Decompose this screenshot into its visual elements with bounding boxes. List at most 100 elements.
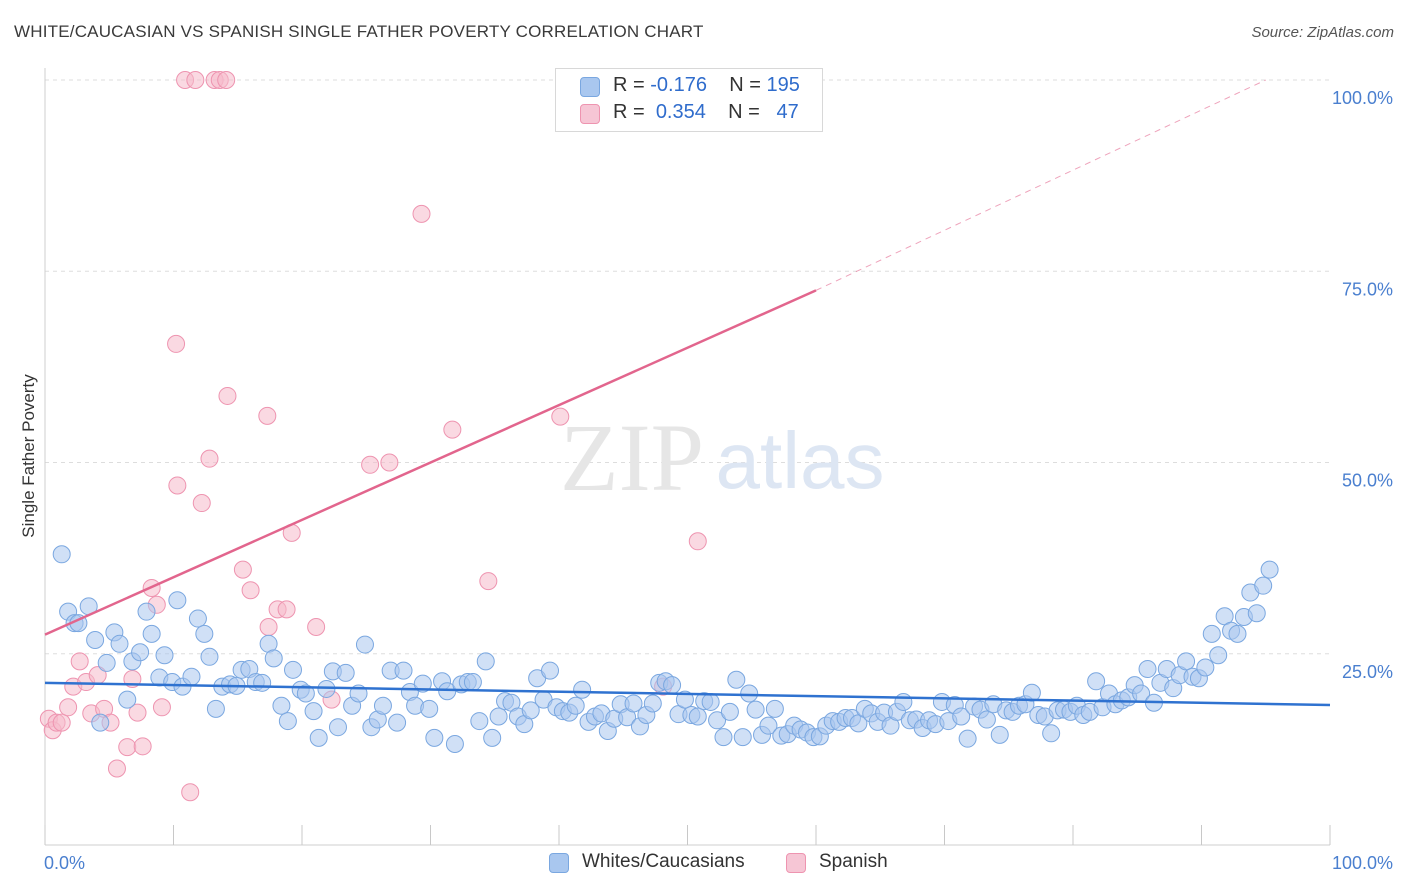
white-point	[541, 661, 560, 680]
white-point	[272, 696, 291, 715]
n-value-whites: 195	[766, 74, 800, 96]
spanish-point	[133, 737, 152, 756]
white-point	[483, 728, 502, 747]
white-point	[413, 674, 432, 693]
white-point	[1087, 672, 1106, 691]
r-label: R =	[613, 74, 645, 96]
white-point	[284, 660, 303, 679]
white-point	[52, 545, 71, 564]
spanish-point	[107, 759, 126, 778]
spanish-point	[70, 652, 89, 671]
white-point	[304, 702, 323, 721]
n-value-spanish: 47	[776, 101, 799, 123]
spanish-points	[39, 71, 707, 802]
white-point	[328, 718, 347, 737]
spanish-point	[277, 600, 296, 619]
white-point	[746, 700, 765, 719]
white-point	[701, 692, 720, 711]
spanish-point	[128, 703, 147, 722]
r-value-whites: -0.176	[650, 74, 707, 96]
white-point	[759, 716, 778, 735]
white-point	[355, 635, 374, 654]
white-point	[720, 702, 739, 721]
spanish-point	[168, 476, 187, 495]
spanish-point	[152, 698, 171, 717]
white-point	[388, 713, 407, 732]
spanish-trend-extension	[815, 79, 1266, 291]
white-point	[463, 673, 482, 692]
white-point	[952, 707, 971, 726]
spanish-point	[118, 738, 137, 757]
trend-lines	[44, 79, 1331, 707]
watermark: ZIP atlas	[560, 404, 884, 511]
white-point	[566, 696, 585, 715]
white-point	[1247, 604, 1266, 623]
white-point	[142, 624, 161, 643]
legend-label-whites: Whites/Caucasians	[582, 851, 745, 872]
y-tick-label: 50.0%	[1342, 471, 1393, 491]
spanish-point	[186, 71, 205, 89]
y-tick-label: 25.0%	[1342, 662, 1393, 682]
x-tick-label: 0.0%	[44, 853, 85, 873]
white-point	[394, 661, 413, 680]
white-point	[476, 652, 495, 671]
white-points	[52, 545, 1279, 754]
white-point	[663, 676, 682, 695]
spanish-point	[167, 334, 186, 353]
white-point	[708, 711, 727, 730]
n-label: N =	[728, 101, 760, 123]
spanish-point	[217, 71, 236, 89]
white-point	[1042, 724, 1061, 743]
spanish-point	[380, 453, 399, 472]
white-point	[420, 699, 439, 718]
spanish-point	[192, 494, 211, 513]
spanish-point	[233, 560, 252, 579]
white-point	[296, 684, 315, 703]
source-credit: Source: ZipAtlas.com	[1251, 24, 1394, 41]
white-point	[278, 712, 297, 731]
white-point	[688, 707, 707, 726]
spanish-point	[200, 449, 219, 468]
white-point	[990, 725, 1009, 744]
white-point	[894, 692, 913, 711]
white-point	[425, 728, 444, 747]
white-point	[155, 646, 174, 665]
white-point	[131, 643, 150, 662]
white-point	[1260, 560, 1279, 579]
y-axis-label: Single Father Poverty	[19, 374, 38, 538]
white-point	[188, 609, 207, 628]
spanish-point	[443, 420, 462, 439]
white-point	[253, 673, 272, 692]
white-point	[958, 729, 977, 748]
white-point	[118, 690, 137, 709]
chart-title: WHITE/CAUCASIAN VS SPANISH SINGLE FATHER…	[14, 22, 704, 41]
legend-label-spanish: Spanish	[819, 851, 888, 872]
white-point	[110, 634, 129, 653]
spanish-point	[258, 406, 277, 425]
white-point	[86, 630, 105, 649]
spanish-point	[218, 386, 237, 405]
white-point	[182, 667, 201, 686]
whites-legend-swatch	[549, 853, 569, 873]
spanish-point	[52, 713, 71, 732]
stats-legend: R = -0.176 N = 195 R = 0.354 N = 47	[555, 68, 823, 132]
spanish-trend-line	[44, 289, 817, 636]
tick-labels: 25.0% 50.0% 75.0% 100.0% 0.0% 100.0%	[44, 88, 1393, 873]
r-label: R =	[613, 101, 645, 123]
spanish-point	[688, 532, 707, 551]
spanish-point	[551, 407, 570, 426]
watermark-atlas: atlas	[716, 416, 885, 505]
white-point	[195, 624, 214, 643]
white-point	[470, 712, 489, 731]
spanish-point	[59, 698, 78, 717]
y-tick-label: 75.0%	[1342, 279, 1393, 299]
white-point	[1228, 624, 1247, 643]
white-point	[206, 699, 225, 718]
spanish-point	[181, 783, 200, 802]
spanish-point	[412, 204, 431, 223]
spanish-point	[259, 617, 278, 636]
whites-swatch	[580, 77, 600, 97]
watermark-zip: ZIP	[560, 404, 704, 511]
spanish-legend-swatch	[786, 853, 806, 873]
spanish-point	[241, 581, 260, 600]
